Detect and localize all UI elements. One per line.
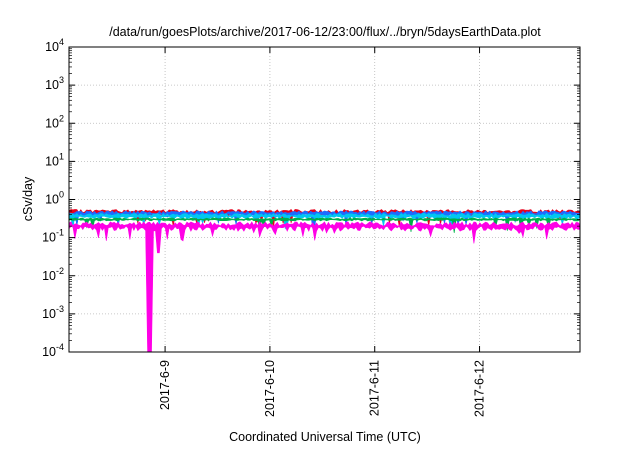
chart-title: /data/run/goesPlots/archive/2017-06-12/2… bbox=[109, 25, 541, 39]
y-tick-label: 10-1 bbox=[42, 228, 64, 245]
x-axis-label: Coordinated Universal Time (UTC) bbox=[229, 430, 421, 444]
y-tick-label: 104 bbox=[45, 37, 64, 54]
y-tick-label: 10-3 bbox=[42, 304, 64, 321]
series-band-4 bbox=[68, 221, 581, 353]
y-tick-label: 102 bbox=[45, 113, 64, 130]
grid bbox=[69, 47, 580, 352]
y-tick-label: 10-2 bbox=[42, 266, 64, 283]
series-layer bbox=[68, 208, 581, 353]
y-tick-label: 101 bbox=[45, 151, 64, 168]
y-tick-label: 10-4 bbox=[42, 342, 64, 359]
y-axis-label: cSv/day bbox=[21, 176, 35, 221]
y-tick-label: 103 bbox=[45, 75, 64, 92]
x-tick-label: 2017-6-10 bbox=[263, 360, 277, 417]
y-axis: 10-4 10-3 10-2 10-1 100 101 102 103 104 bbox=[42, 37, 580, 359]
x-axis: 2017-6-9 2017-6-10 2017-6-11 2017-6-12 bbox=[158, 47, 487, 417]
x-tick-label: 2017-6-11 bbox=[368, 360, 382, 416]
x-tick-label: 2017-6-12 bbox=[473, 360, 487, 417]
y-tick-label: 100 bbox=[45, 190, 64, 207]
x-tick-label: 2017-6-9 bbox=[158, 360, 172, 410]
